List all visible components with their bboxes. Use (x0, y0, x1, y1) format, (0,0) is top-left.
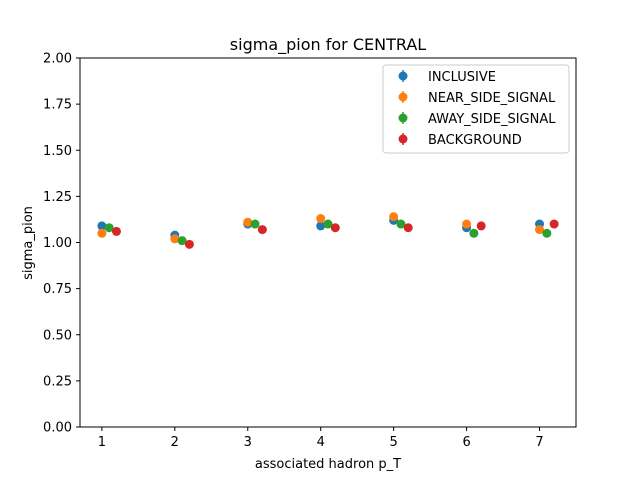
legend: INCLUSIVE NEAR_SIDE_SIGNAL AWAY_SIDE_SIGNA… (382, 64, 570, 154)
data-point-away_side_signal (469, 228, 479, 238)
legend-box (382, 64, 570, 154)
y-tick-label: 1.00 (43, 236, 72, 251)
data-point-near_side_signal (389, 212, 399, 222)
x-tick-label: 5 (390, 435, 398, 450)
legend-label-away_side_signal: AWAY_SIDE_SIGNAL (428, 112, 556, 127)
data-point-inclusive (316, 221, 326, 231)
data-point-near_side_signal (316, 214, 326, 224)
x-tick-label: 2 (171, 435, 179, 450)
data-point-near_side_signal (170, 234, 180, 244)
legend-label-near_side_signal: NEAR_SIDE_SIGNAL (428, 91, 556, 106)
data-point-away_side_signal (104, 223, 114, 233)
data-marks (97, 212, 559, 249)
data-point-near_side_signal (97, 228, 107, 238)
axis-ticks: 1 2 3 4 5 6 7 0.00 0.25 0.50 0.75 1.00 1.25 1.50 1.75 2… (43, 52, 544, 451)
y-tick-label: 0.00 (43, 421, 72, 436)
data-point-background (330, 223, 340, 233)
data-point-away_side_signal (177, 236, 187, 246)
data-point-away_side_signal (396, 219, 406, 229)
y-tick-label: 2.00 (43, 52, 72, 67)
legend-marker-inclusive (398, 71, 408, 81)
data-point-background (257, 225, 267, 235)
data-point-background (476, 221, 486, 231)
y-tick-label: 1.50 (43, 144, 72, 159)
data-point-near_side_signal (243, 217, 253, 227)
data-point-away_side_signal (542, 228, 552, 238)
data-point-near_side_signal (535, 225, 545, 235)
x-tick-label: 4 (317, 435, 325, 450)
x-axis-label: associated hadron p_T (255, 457, 401, 472)
chart-title: sigma_pion for CENTRAL (230, 35, 426, 55)
y-tick-label: 1.25 (43, 190, 72, 205)
data-point-background (184, 239, 194, 249)
y-tick-label: 0.50 (43, 328, 72, 343)
legend-label-inclusive: INCLUSIVE (428, 70, 496, 85)
data-point-background (403, 223, 413, 233)
x-tick-label: 6 (462, 435, 470, 450)
y-axis-label: sigma_pion (21, 206, 36, 280)
data-point-inclusive (97, 221, 107, 231)
data-point-near_side_signal (462, 219, 472, 229)
x-tick-label: 1 (98, 435, 106, 450)
y-tick-label: 1.75 (43, 98, 72, 113)
legend-marker-away_side_signal (398, 113, 408, 123)
y-tick-label: 0.75 (43, 282, 72, 297)
legend-marker-near_side_signal (398, 92, 408, 102)
legend-label-background: BACKGROUND (428, 133, 522, 148)
x-tick-label: 7 (535, 435, 543, 450)
data-point-away_side_signal (323, 219, 333, 229)
legend-marker-background (398, 134, 408, 144)
x-tick-label: 3 (244, 435, 252, 450)
data-point-background (549, 219, 559, 229)
data-point-background (111, 226, 121, 236)
y-tick-label: 0.25 (43, 374, 72, 389)
data-point-away_side_signal (250, 219, 260, 229)
